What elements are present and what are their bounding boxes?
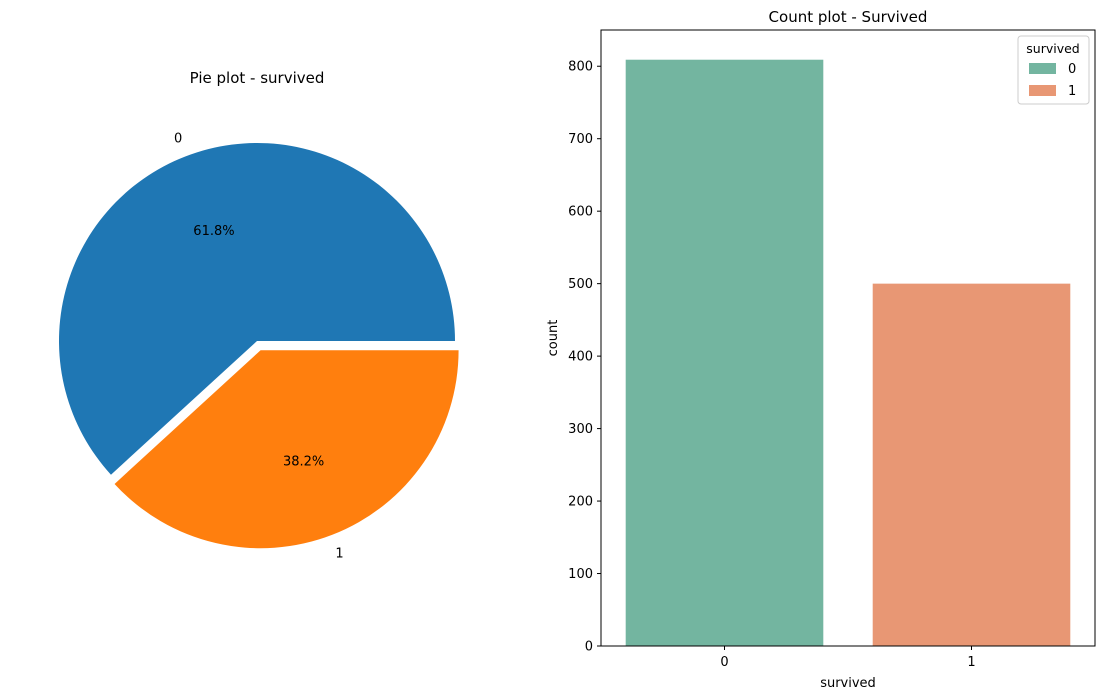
y-axis-label: count: [546, 320, 561, 357]
y-tick-label: 700: [568, 132, 593, 147]
y-tick-label: 0: [585, 640, 593, 655]
pie-slices: [58, 142, 459, 549]
bar-chart: Count plot - Survived 010020030040050060…: [546, 8, 1096, 691]
bar-0: [625, 59, 824, 646]
legend-swatch-0: [1029, 63, 1056, 74]
y-tick-label: 500: [568, 277, 593, 292]
pie-title: Pie plot - survived: [190, 69, 325, 87]
y-axis-ticks: 0 100 200 300 400 500 600 700 800: [568, 60, 601, 655]
y-tick-label: 800: [568, 60, 593, 75]
pie-slice-1: [114, 350, 459, 549]
bars: [625, 59, 1071, 646]
y-tick-label: 200: [568, 495, 593, 510]
legend-entries: 01: [1029, 62, 1076, 99]
pie-labels: 0 61.8% 1 38.2%: [174, 131, 344, 561]
x-tick-label: 1: [967, 655, 975, 670]
y-tick-label: 100: [568, 567, 593, 582]
pie-pct-label-1: 38.2%: [283, 454, 324, 469]
pie-chart: Pie plot - survived 0 61.8% 1 38.2%: [58, 69, 459, 562]
pie-label-0: 0: [174, 131, 182, 146]
y-tick-label: 300: [568, 422, 593, 437]
bar-title: Count plot - Survived: [769, 8, 928, 26]
pie-pct-label-0: 61.8%: [193, 224, 234, 239]
bar-1: [872, 283, 1071, 646]
legend-label-1: 1: [1068, 84, 1076, 99]
legend-swatch-1: [1029, 85, 1056, 96]
legend-label-0: 0: [1068, 62, 1076, 77]
pie-label-1: 1: [335, 547, 343, 562]
plot-area-frame: [600, 29, 1096, 647]
x-tick-label: 0: [720, 655, 728, 670]
x-axis-label: survived: [820, 676, 876, 691]
legend: survived 01: [1017, 35, 1090, 105]
y-tick-label: 600: [568, 205, 593, 220]
pie-slice-0: [58, 142, 456, 475]
y-tick-label: 400: [568, 350, 593, 365]
legend-title: survived: [1026, 41, 1079, 56]
